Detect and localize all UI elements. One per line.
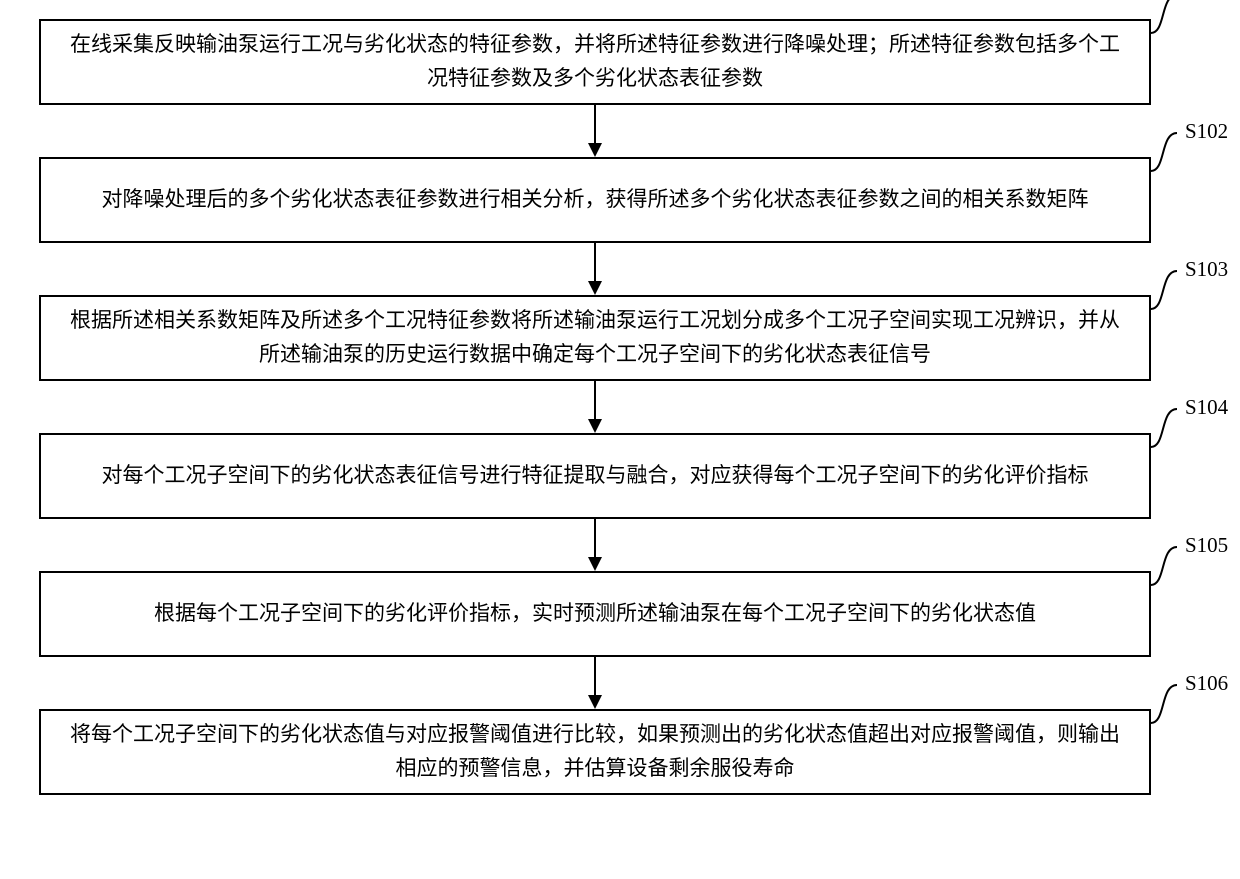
label-S104: S104 [1185,395,1228,420]
label-text: S105 [1185,533,1228,557]
label-S103: S103 [1185,257,1228,282]
arrow-S101-to-S102 [580,105,610,159]
label-text: S106 [1185,671,1228,695]
label-text: S104 [1185,395,1228,419]
brace-S103 [1149,269,1181,313]
arrow-S104-to-S105 [580,519,610,573]
step-S102: 对降噪处理后的多个劣化状态表征参数进行相关分析，获得所述多个劣化状态表征参数之间… [39,157,1151,243]
brace-S101 [1149,0,1181,37]
brace-S106 [1149,683,1181,727]
label-text: S102 [1185,119,1228,143]
step-S105: 根据每个工况子空间下的劣化评价指标，实时预测所述输油泵在每个工况子空间下的劣化状… [39,571,1151,657]
step-text: 根据所述相关系数矩阵及所述多个工况特征参数将所述输油泵运行工况划分成多个工况子空… [63,304,1127,371]
label-S106: S106 [1185,671,1228,696]
brace-S104 [1149,407,1181,451]
step-text: 将每个工况子空间下的劣化状态值与对应报警阈值进行比较，如果预测出的劣化状态值超出… [63,718,1127,785]
arrow-S103-to-S104 [580,381,610,435]
label-S105: S105 [1185,533,1228,558]
step-text: 对每个工况子空间下的劣化状态表征信号进行特征提取与融合，对应获得每个工况子空间下… [102,459,1089,493]
label-S101: S101 [1185,0,1228,6]
step-text: 对降噪处理后的多个劣化状态表征参数进行相关分析，获得所述多个劣化状态表征参数之间… [102,183,1089,217]
step-S101: 在线采集反映输油泵运行工况与劣化状态的特征参数，并将所述特征参数进行降噪处理；所… [39,19,1151,105]
step-S104: 对每个工况子空间下的劣化状态表征信号进行特征提取与融合，对应获得每个工况子空间下… [39,433,1151,519]
label-S102: S102 [1185,119,1228,144]
step-S103: 根据所述相关系数矩阵及所述多个工况特征参数将所述输油泵运行工况划分成多个工况子空… [39,295,1151,381]
step-S106: 将每个工况子空间下的劣化状态值与对应报警阈值进行比较，如果预测出的劣化状态值超出… [39,709,1151,795]
brace-S105 [1149,545,1181,589]
arrow-S102-to-S103 [580,243,610,297]
arrow-S105-to-S106 [580,657,610,711]
brace-S102 [1149,131,1181,175]
step-text: 在线采集反映输油泵运行工况与劣化状态的特征参数，并将所述特征参数进行降噪处理；所… [63,28,1127,95]
step-text: 根据每个工况子空间下的劣化评价指标，实时预测所述输油泵在每个工况子空间下的劣化状… [154,597,1036,631]
label-text: S103 [1185,257,1228,281]
label-text: S101 [1185,0,1228,5]
flowchart-root: 在线采集反映输油泵运行工况与劣化状态的特征参数，并将所述特征参数进行降噪处理；所… [0,0,1240,879]
